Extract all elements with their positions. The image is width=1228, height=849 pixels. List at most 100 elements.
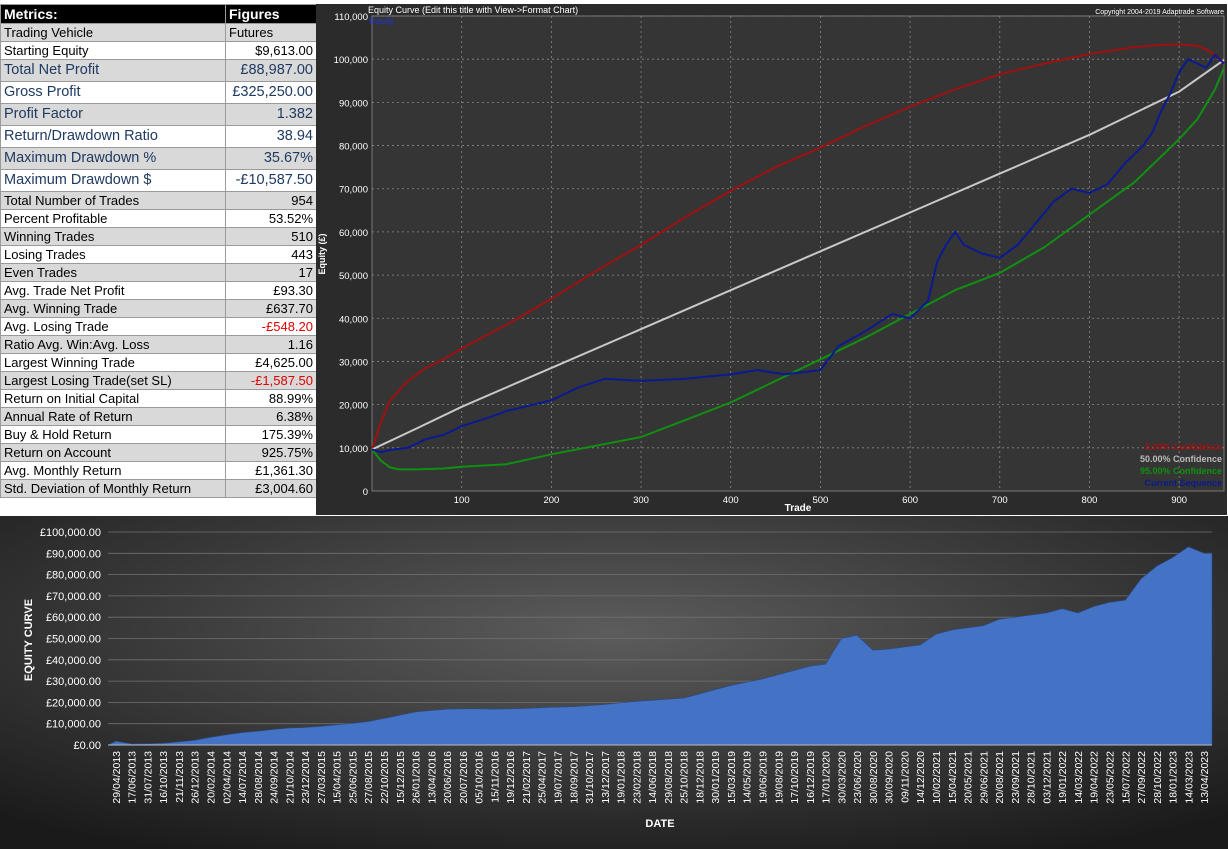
series-line <box>371 59 1225 451</box>
y-tick-label: 70,000 <box>339 185 368 196</box>
metrics-row: Avg. Trade Net Profit £93.30 <box>0 281 317 300</box>
metric-value: 6.38% <box>225 407 317 426</box>
x-tick-label: 28/08/2014 <box>253 751 265 804</box>
y-tick-label: £80,000.00 <box>46 570 101 582</box>
x-tick-label: 29/08/2018 <box>663 751 675 804</box>
metrics-row: Even Trades 17 <box>0 263 317 282</box>
metrics-row: Percent Profitable 53.52% <box>0 209 317 228</box>
metric-value: 88.99% <box>225 389 317 408</box>
chart-title: Equity Curve (Edit this title with View-… <box>368 5 578 15</box>
x-tick-label: 18/01/2023 <box>1168 751 1180 804</box>
x-tick-label: 15/03/2019 <box>726 751 738 804</box>
metric-value: 17 <box>225 263 317 282</box>
metric-value: 954 <box>225 191 317 210</box>
y-tick-label: 40,000 <box>339 314 368 325</box>
metric-label: Avg. Losing Trade <box>0 317 226 336</box>
metric-label: Total Net Profit <box>0 59 226 82</box>
x-tick-label: 09/11/2020 <box>900 751 912 803</box>
metric-value: £4,625.00 <box>225 353 317 372</box>
metric-label: Profit Factor <box>0 103 226 126</box>
x-tick-label: 24/09/2014 <box>269 751 281 804</box>
x-tick-label: 19/01/2018 <box>616 751 628 804</box>
x-tick-label: 800 <box>1082 495 1098 506</box>
x-tick-label: 17/01/2020 <box>821 751 833 804</box>
x-tick-label: 14/06/2018 <box>647 751 659 804</box>
x-tick-label: 17/10/2019 <box>789 751 801 804</box>
x-tick-label: 15/04/2021 <box>947 751 959 804</box>
metric-value: 53.52% <box>225 209 317 228</box>
x-tick-label: 02/04/2014 <box>221 751 233 804</box>
x-tick-label: 25/06/2015 <box>348 751 360 804</box>
x-tick-label: 22/10/2015 <box>379 751 391 804</box>
x-tick-label: 03/12/2021 <box>1041 751 1053 804</box>
legend-entry: 95.00% Confidence <box>1140 466 1222 476</box>
metrics-header-row: Metrics: Figures <box>0 4 317 24</box>
metric-value: £93.30 <box>225 281 317 300</box>
x-tick-label: 23/02/2018 <box>631 751 643 804</box>
metric-label: Avg. Winning Trade <box>0 299 226 318</box>
metric-label: Starting Equity <box>0 41 226 60</box>
y-tick-label: £50,000.00 <box>46 634 101 646</box>
x-tick-label: 13/12/2017 <box>600 751 612 804</box>
equity-curve-chart: 0 10,000 20,000 30,000 40,000 50,000 60,000 70,… <box>316 4 1227 515</box>
x-axis-label: Trade <box>785 503 812 514</box>
metrics-row: Avg. Losing Trade -£548.20 <box>0 317 317 336</box>
x-tick-label: 05/10/2016 <box>474 751 486 804</box>
metric-value: -£548.20 <box>225 317 317 336</box>
metrics-row: Maximum Drawdown $ -£10,587.50 <box>0 169 317 192</box>
metric-value: -£1,587.50 <box>225 371 317 390</box>
x-tick-label: 500 <box>812 495 828 506</box>
x-tick-label: 31/07/2013 <box>142 751 154 804</box>
y-tick-label: £40,000.00 <box>46 655 101 667</box>
metric-value: $9,613.00 <box>225 41 317 60</box>
metrics-row: Return on Account 925.75% <box>0 443 317 462</box>
x-tick-label: 20/06/2016 <box>442 751 454 804</box>
x-tick-label: 20/05/2021 <box>963 751 975 804</box>
metric-value: 443 <box>225 245 317 264</box>
y-tick-label: £100,000.00 <box>40 527 101 539</box>
x-tick-label: 23/09/2021 <box>1010 751 1022 804</box>
x-tick-label: 21/02/2017 <box>521 751 533 804</box>
metrics-row: Gross Profit £325,250.00 <box>0 81 317 104</box>
x-tick-label: 23/12/2014 <box>300 751 312 804</box>
x-tick-label: 14/05/2019 <box>742 751 754 804</box>
x-tick-label: 14/03/2022 <box>1073 751 1085 804</box>
metric-value: 510 <box>225 227 317 246</box>
metrics-row: Winning Trades 510 <box>0 227 317 246</box>
x-tick-label: 21/10/2014 <box>284 751 296 804</box>
metric-label: Total Number of Trades <box>0 191 226 210</box>
x-tick-label: 19/07/2017 <box>553 751 565 804</box>
metrics-row: Total Number of Trades 954 <box>0 191 317 210</box>
x-tick-label: 19/01/2022 <box>1057 751 1069 804</box>
x-tick-label: 15/12/2015 <box>395 751 407 804</box>
equity-area-chart: £0.00 £10,000.00 £20,000.00 £30,000.00 £40,0… <box>0 516 1228 849</box>
y-tick-label: £10,000.00 <box>46 719 101 731</box>
metrics-row: Losing Trades 443 <box>0 245 317 264</box>
y-tick-label: 100,000 <box>334 55 368 66</box>
metric-value: £88,987.00 <box>225 59 317 82</box>
x-tick-label: 15/11/2016 <box>489 751 501 803</box>
x-tick-label: 900 <box>1171 495 1187 506</box>
metrics-row: Starting Equity $9,613.00 <box>0 41 317 60</box>
metric-value: £3,004.60 <box>225 479 317 498</box>
metric-label: Maximum Drawdown $ <box>0 169 226 192</box>
y-tick-label: £30,000.00 <box>46 676 101 688</box>
metrics-header-label: Metrics: <box>0 4 226 24</box>
metric-value: £325,250.00 <box>225 81 317 104</box>
x-tick-label: 14/12/2020 <box>915 751 927 804</box>
metrics-row: Profit Factor 1.382 <box>0 103 317 126</box>
legend-entry: Current Sequence <box>1144 478 1222 488</box>
metric-label: Return on Account <box>0 443 226 462</box>
y-tick-label: 0 <box>363 487 368 498</box>
metrics-row: Std. Deviation of Monthly Return £3,004.6… <box>0 479 317 498</box>
x-tick-label: 26/01/2016 <box>411 751 423 804</box>
x-tick-label: 14/07/2014 <box>237 751 249 804</box>
x-tick-label: 18/09/2017 <box>568 751 580 804</box>
metric-label: Largest Losing Trade(set SL) <box>0 371 226 390</box>
x-tick-label: 28/10/2022 <box>1152 751 1164 804</box>
chart-subtitle: Equity <box>369 16 395 26</box>
x-tick-label: 30/01/2019 <box>710 751 722 804</box>
x-tick-label: 19/04/2022 <box>1089 751 1101 804</box>
metric-label: Losing Trades <box>0 245 226 264</box>
plot-area <box>371 15 1225 492</box>
